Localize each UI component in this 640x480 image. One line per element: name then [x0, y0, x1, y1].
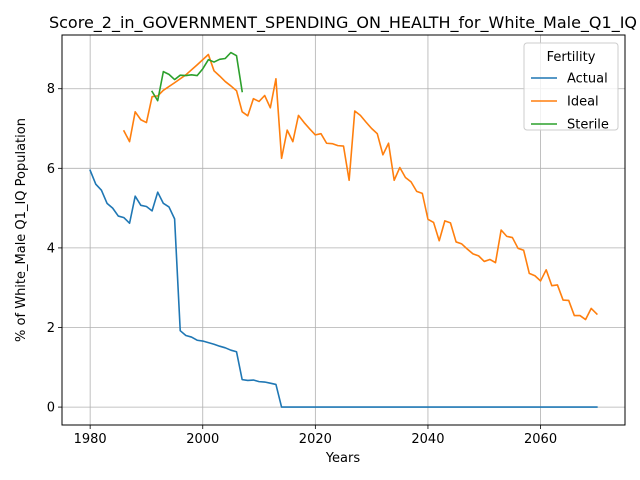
y-tick-label: 8: [47, 82, 55, 97]
y-tick-label: 6: [47, 162, 55, 177]
y-axis-label: % of White_Male Q1_IQ Population: [14, 118, 29, 342]
y-tick-label: 2: [47, 321, 55, 336]
series-line-sterile: [150, 51, 244, 102]
legend-label-sterile: Sterile: [567, 118, 609, 133]
legend: Fertility Actual Ideal Sterile: [523, 42, 619, 133]
chart-title: Score_2_in_GOVERNMENT_SPENDING_ON_HEALTH…: [49, 13, 637, 33]
legend-label-actual: Actual: [567, 72, 608, 87]
legend-box: [523, 42, 619, 131]
x-tick-label: 2040: [411, 432, 444, 447]
plot-series: [89, 51, 598, 408]
legend-title: Fertility: [547, 50, 596, 65]
x-tick-label: 2020: [299, 432, 332, 447]
x-tick-label: 1980: [74, 432, 107, 447]
legend-label-ideal: Ideal: [567, 95, 599, 110]
x-tick-label: 2060: [524, 432, 557, 447]
plot-frame: [61, 34, 626, 426]
series-line-actual: [89, 169, 598, 408]
y-tick-label: 0: [47, 401, 55, 416]
x-tick-label: 2000: [186, 432, 219, 447]
y-tick-label: 4: [47, 241, 55, 256]
legend-entries: Actual Ideal Sterile: [531, 72, 609, 133]
axis-ticks: 1980 2000 2020 2040 2060 0 2 4 6 8: [47, 82, 557, 447]
series-line-ideal: [122, 53, 598, 321]
x-axis-label: Years: [325, 451, 361, 466]
